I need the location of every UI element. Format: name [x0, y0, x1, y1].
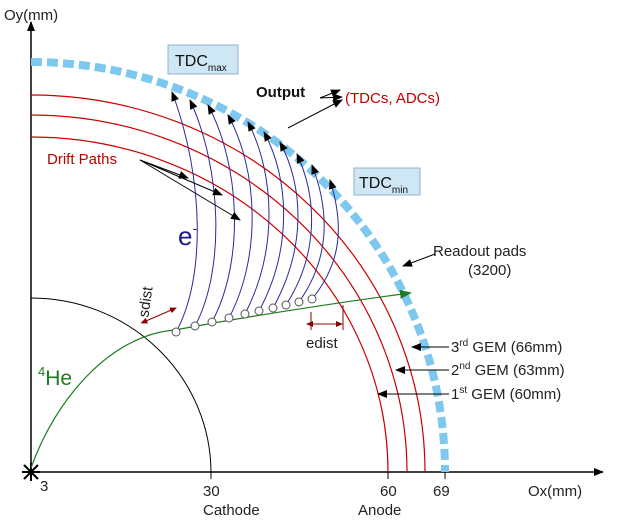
tick-sublabel-cathode: Cathode [203, 502, 260, 519]
gem2-arc [30, 114, 408, 473]
tdcs-adcs-label: (TDCs, ADCs) [345, 90, 440, 107]
ionization-point [254, 306, 264, 316]
gem1-arc [30, 136, 389, 473]
ionization-point [171, 327, 181, 337]
output-label: Output [256, 84, 305, 101]
tdc-max-box [167, 44, 239, 75]
gem1-label: 1st GEM (60mm) [451, 385, 561, 403]
gem3-arc [30, 94, 426, 473]
tdc-min-label: TDCmin [359, 175, 408, 196]
y-axis-label: Oy(mm) [4, 7, 58, 24]
ionization-point [207, 317, 217, 327]
ionization-points [171, 294, 317, 337]
sdist-dimension [140, 307, 177, 324]
gem2-label: 2nd GEM (63mm) [451, 361, 565, 379]
ionization-point [294, 297, 304, 307]
drift-path [244, 121, 270, 315]
ionization-point [240, 309, 250, 319]
readout-pads-pointer [402, 253, 436, 267]
tdc-max-label: TDCmax [175, 53, 227, 74]
drift-path [189, 99, 217, 327]
helium-track [30, 289, 412, 469]
drift-path [311, 179, 339, 300]
drift-path [258, 131, 285, 312]
cathode-arc [30, 297, 212, 473]
drift-path [285, 153, 313, 306]
tick-label-60: 60 [380, 483, 397, 500]
origin-star-icon [22, 463, 40, 481]
drift-paths-pointers [139, 159, 241, 221]
ionization-point [224, 313, 234, 323]
tick-sublabel-anode: Anode [358, 502, 401, 519]
gem3-label: 3rd GEM (66mm) [451, 338, 562, 356]
ionization-point [190, 321, 200, 331]
output-arrows [287, 89, 343, 129]
tick-label-69: 69 [433, 483, 450, 500]
ionization-point [281, 300, 291, 310]
electron-label: e- [178, 220, 197, 251]
readout-pads-label: Readout pads [433, 243, 526, 260]
readout-pads-count: (3200) [468, 262, 511, 279]
drift-path [171, 91, 198, 333]
edist-label: edist [306, 335, 339, 352]
tick-label-30: 30 [203, 483, 220, 500]
ionization-point [307, 294, 317, 304]
sdist-label: sdist [135, 285, 156, 319]
origin-label: 3 [40, 478, 48, 495]
drift-path [298, 164, 325, 303]
readout-pads-arc [30, 58, 449, 473]
helium-label: 4He [38, 364, 72, 390]
ionization-point [268, 303, 278, 313]
tdc-min-box [353, 167, 421, 196]
drift-path [227, 114, 253, 319]
x-axis-label: Ox(mm) [528, 483, 582, 500]
drift-path [272, 141, 299, 309]
drift-paths-label: Drift Paths [47, 151, 117, 168]
